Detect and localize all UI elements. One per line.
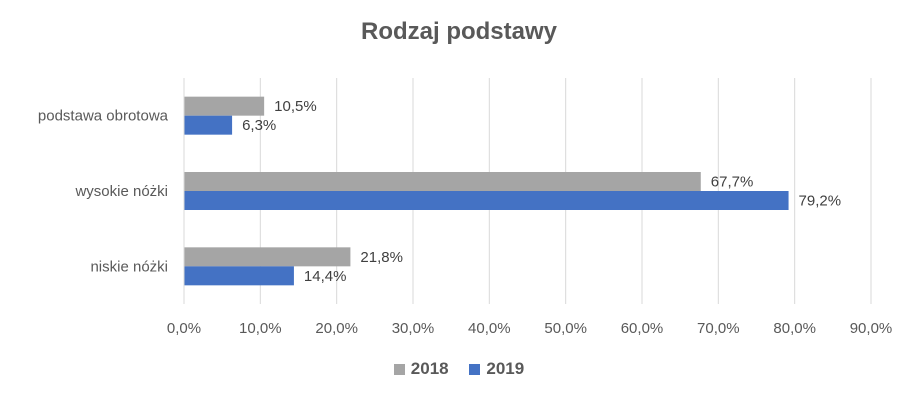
legend-item-2018: 2018 (393, 359, 449, 379)
legend-label-2018: 2018 (410, 359, 449, 378)
chart-title: Rodzaj podstawy (360, 18, 558, 45)
x-tick-label: 90,0% (850, 320, 893, 337)
category-label: niskie nóżki (90, 258, 168, 275)
legend-swatch-2019 (469, 363, 481, 375)
data-label: 6,3% (242, 117, 276, 134)
x-tick-label: 80,0% (773, 320, 816, 337)
x-tick-label: 20,0% (315, 320, 358, 337)
x-tick-label: 70,0% (697, 320, 740, 337)
legend-item-2019: 2019 (469, 359, 524, 379)
data-label: 21,8% (360, 249, 403, 266)
x-tick-label: 50,0% (544, 320, 587, 337)
data-label: 79,2% (799, 193, 842, 210)
category-label: podstawa obrotowa (38, 108, 169, 125)
legend-label-2019: 2019 (486, 359, 525, 378)
legend: 2018 2019 (0, 359, 918, 380)
data-label: 10,5% (274, 98, 317, 115)
data-label: 14,4% (304, 268, 347, 285)
x-tick-label: 10,0% (239, 320, 282, 337)
bar-2018-1 (184, 172, 701, 191)
bar-2018-0 (184, 96, 265, 116)
x-tick-label: 30,0% (392, 320, 435, 337)
x-tick-label: 60,0% (621, 320, 664, 337)
data-label: 67,7% (711, 174, 754, 191)
bar-2018-2 (184, 247, 351, 267)
x-tick-label: 0,0% (167, 320, 201, 337)
x-tick-label: 40,0% (468, 320, 511, 337)
bar-2019-2 (184, 266, 294, 286)
bar-2019-1 (184, 191, 789, 210)
legend-swatch-2018 (393, 363, 405, 375)
category-label: wysokie nóżki (74, 183, 168, 200)
bar-2019-0 (184, 115, 233, 135)
